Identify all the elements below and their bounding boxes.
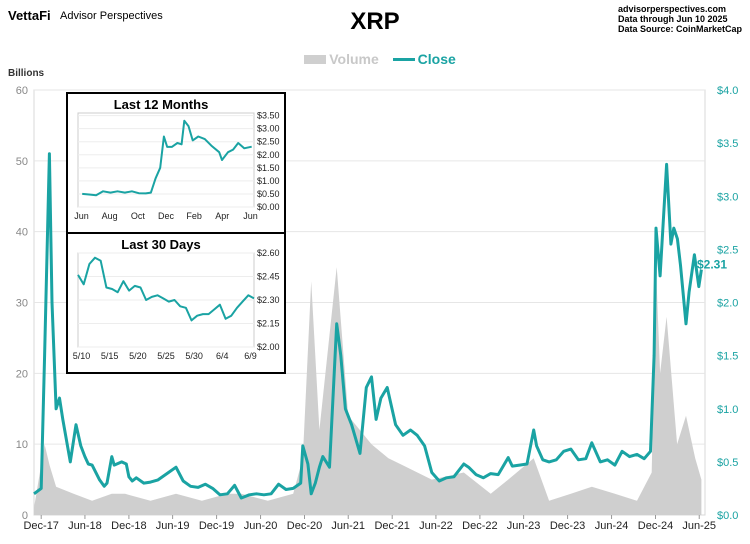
last-30-days-title: Last 30 Days bbox=[121, 237, 201, 252]
last-12-months-y-tick: $3.50 bbox=[257, 111, 280, 121]
y-left-tick: 50 bbox=[16, 156, 28, 168]
y-left-tick: 10 bbox=[16, 439, 28, 451]
x-tick-label: Dec-20 bbox=[287, 520, 322, 532]
y-right-tick: $1.5 bbox=[717, 351, 738, 363]
x-tick-label: Jun-22 bbox=[419, 520, 453, 532]
x-tick-label: Jun-19 bbox=[156, 520, 190, 532]
x-tick-label: Dec-19 bbox=[199, 520, 234, 532]
last-12-months-line bbox=[82, 119, 252, 197]
x-tick-label: Dec-23 bbox=[550, 520, 585, 532]
volume-area bbox=[34, 267, 702, 515]
legend: Volume Close bbox=[0, 50, 750, 67]
last-12-months-y-tick: $3.00 bbox=[257, 124, 280, 134]
x-tick-label: Jun-25 bbox=[682, 520, 716, 532]
x-tick-label: Dec-21 bbox=[374, 520, 409, 532]
y-right-tick: $0.5 bbox=[717, 457, 738, 469]
source-date: Data through Jun 10 2025 bbox=[617, 14, 728, 24]
last-30-days-line bbox=[77, 256, 255, 322]
y-right-tick: $1.0 bbox=[717, 404, 738, 416]
last-30-days-y-tick: $2.45 bbox=[257, 272, 280, 282]
last-30-days-x-tick: 5/30 bbox=[185, 351, 203, 361]
last-30-days-x-tick: 6/9 bbox=[244, 351, 257, 361]
x-tick-label: Jun-23 bbox=[507, 520, 541, 532]
y-right-tick: $4.0 bbox=[717, 85, 738, 97]
last-12-months-y-tick: $2.00 bbox=[257, 150, 280, 160]
last-12-months-chart: Last 12 Months $0.00 $0.50 $1.00 $1.50 $2.00 $… bbox=[74, 97, 279, 221]
last-12-months-x-tick: Apr bbox=[215, 211, 229, 221]
last-30-days-chart: Last 30 Days $2.00 $2.15 $2.30 $2.45 $2.60 5/1… bbox=[73, 237, 280, 361]
y-left-tick: 40 bbox=[16, 227, 28, 239]
legend-volume-label: Volume bbox=[329, 51, 379, 68]
last-12-months-title: Last 12 Months bbox=[114, 97, 209, 112]
left-axis-label: Billions bbox=[8, 68, 45, 79]
x-tick-label: Dec-18 bbox=[111, 520, 146, 532]
chart-title: XRP bbox=[350, 8, 400, 35]
last-30-days-y-tick: $2.00 bbox=[257, 342, 280, 352]
x-tick-label: Dec-17 bbox=[23, 520, 58, 532]
last-30-days-x-tick: 5/20 bbox=[129, 351, 147, 361]
last-12-months-y-tick: $0.00 bbox=[257, 202, 280, 212]
y-left-tick: 0 bbox=[22, 510, 28, 522]
x-tick-label: Jun-24 bbox=[595, 520, 629, 532]
y-right-tick: $0.0 bbox=[717, 510, 738, 522]
brand-subtitle: Advisor Perspectives bbox=[60, 10, 163, 22]
last-12-months-y-tick: $0.50 bbox=[257, 189, 280, 199]
last-30-days-x-tick: 6/4 bbox=[216, 351, 229, 361]
x-tick-label: Dec-24 bbox=[638, 520, 673, 532]
y-left-tick: 20 bbox=[16, 368, 28, 380]
x-tick-label: Jun-21 bbox=[331, 520, 365, 532]
y-right-tick: $3.0 bbox=[717, 191, 738, 203]
last-12-months-y-tick: $1.50 bbox=[257, 163, 280, 173]
close-line bbox=[33, 152, 703, 500]
last-12-months-x-tick: Aug bbox=[102, 211, 118, 221]
last-value-label: $2.31 bbox=[697, 258, 727, 272]
last-12-months-x-tick: Feb bbox=[186, 211, 202, 221]
y-left-tick: 30 bbox=[16, 298, 28, 310]
y-right-tick: $2.5 bbox=[717, 244, 738, 256]
brand-logo: VettaFi bbox=[8, 8, 51, 23]
legend-volume-swatch bbox=[304, 54, 327, 64]
legend-close-swatch bbox=[392, 57, 415, 61]
legend-close-label: Close bbox=[417, 51, 456, 68]
last-12-months-y-tick: $2.50 bbox=[257, 137, 280, 147]
last-30-days-y-tick: $2.15 bbox=[257, 319, 280, 329]
last-12-months-x-tick: Oct bbox=[131, 211, 146, 221]
source-site: advisorperspectives.com bbox=[617, 4, 727, 14]
last-12-months-x-tick: Jun bbox=[243, 211, 258, 221]
last-30-days-x-tick: 5/10 bbox=[73, 351, 91, 361]
source-data: Data Source: CoinMarketCap bbox=[617, 24, 742, 34]
last-30-days-y-tick: $2.60 bbox=[257, 248, 280, 258]
last-12-months-y-tick: $1.00 bbox=[257, 176, 280, 186]
last-12-months-x-tick: Dec bbox=[158, 211, 175, 221]
x-tick-label: Dec-22 bbox=[462, 520, 497, 532]
last-30-days-y-tick: $2.30 bbox=[257, 295, 280, 305]
last-30-days-x-tick: 5/25 bbox=[157, 351, 175, 361]
x-tick-label: Jun-20 bbox=[244, 520, 278, 532]
last-30-days-x-tick: 5/15 bbox=[101, 351, 119, 361]
y-right-tick: $3.5 bbox=[717, 138, 738, 150]
source-info: advisorperspectives.com Data through Jun… bbox=[618, 4, 742, 34]
last-12-months-x-tick: Jun bbox=[74, 211, 89, 221]
y-left-tick: 60 bbox=[16, 85, 28, 97]
x-tick-label: Jun-18 bbox=[68, 520, 102, 532]
y-right-tick: $2.0 bbox=[717, 298, 738, 310]
